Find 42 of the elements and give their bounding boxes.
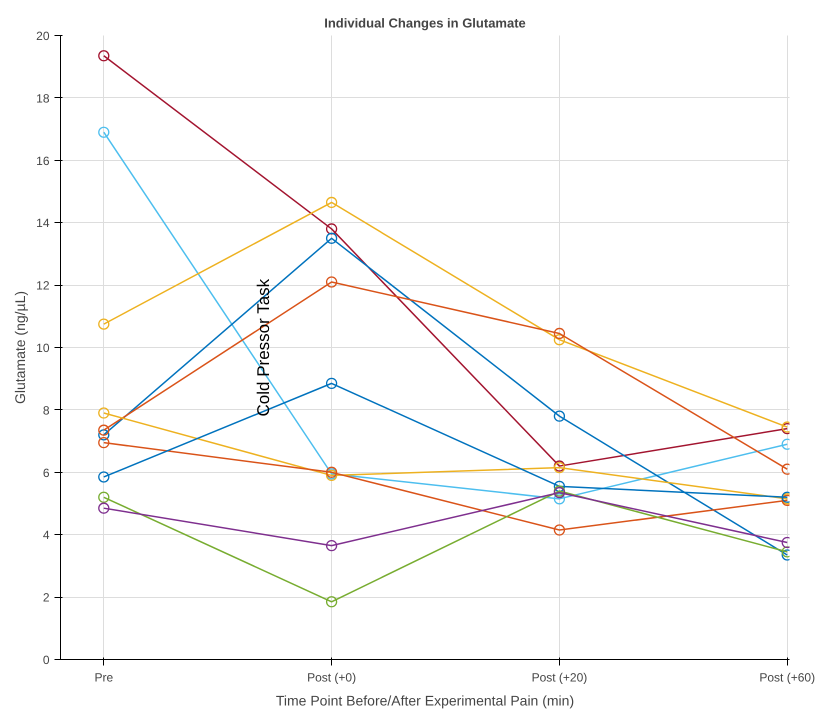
- y-tick-label: 14: [36, 216, 50, 230]
- y-tick-label: 2: [42, 590, 50, 605]
- point: [98, 424, 110, 436]
- y-tick-label: 16: [36, 154, 50, 168]
- point: [98, 429, 110, 440]
- point: [326, 378, 338, 390]
- point: [326, 596, 338, 608]
- x-tick-label: Post (+0): [307, 670, 356, 684]
- point: [554, 493, 566, 504]
- point: [554, 334, 566, 346]
- point: [326, 223, 338, 235]
- y-tick-label: 4: [42, 528, 50, 542]
- y-tick-label: 0: [42, 653, 50, 667]
- point: [98, 437, 110, 448]
- point: [326, 232, 338, 244]
- point: [98, 502, 110, 514]
- point: [98, 50, 110, 62]
- x-tick-label: Post (+20): [532, 670, 588, 684]
- chart-title: Individual Changes in Glutamate: [324, 16, 526, 30]
- point: [98, 407, 110, 419]
- y-tick-label: 20: [36, 29, 50, 43]
- point: [554, 328, 566, 340]
- point: [98, 126, 110, 138]
- y-tick-label: 18: [36, 91, 50, 106]
- point: [98, 471, 110, 483]
- point: [554, 410, 566, 422]
- point: [554, 480, 566, 492]
- y-tick-label: 10: [36, 341, 50, 355]
- y-axis-title: Glutamate (ng/µL): [12, 290, 28, 404]
- x-axis-title: Time Point Before/After Experimental Pain (min): [276, 692, 574, 708]
- point: [326, 276, 338, 288]
- annotation: Cold Pressor Task: [254, 278, 273, 416]
- point: [554, 524, 566, 536]
- point: [326, 196, 338, 208]
- y-tick-label: 8: [42, 403, 50, 418]
- y-tick-label: 6: [42, 466, 50, 480]
- x-tick-label: Pre: [94, 670, 114, 684]
- y-tick-label: 12: [36, 278, 50, 293]
- x-tick-label: Post (+60): [759, 670, 816, 684]
- point: [98, 318, 110, 330]
- point: [98, 492, 110, 503]
- point: [326, 540, 338, 552]
